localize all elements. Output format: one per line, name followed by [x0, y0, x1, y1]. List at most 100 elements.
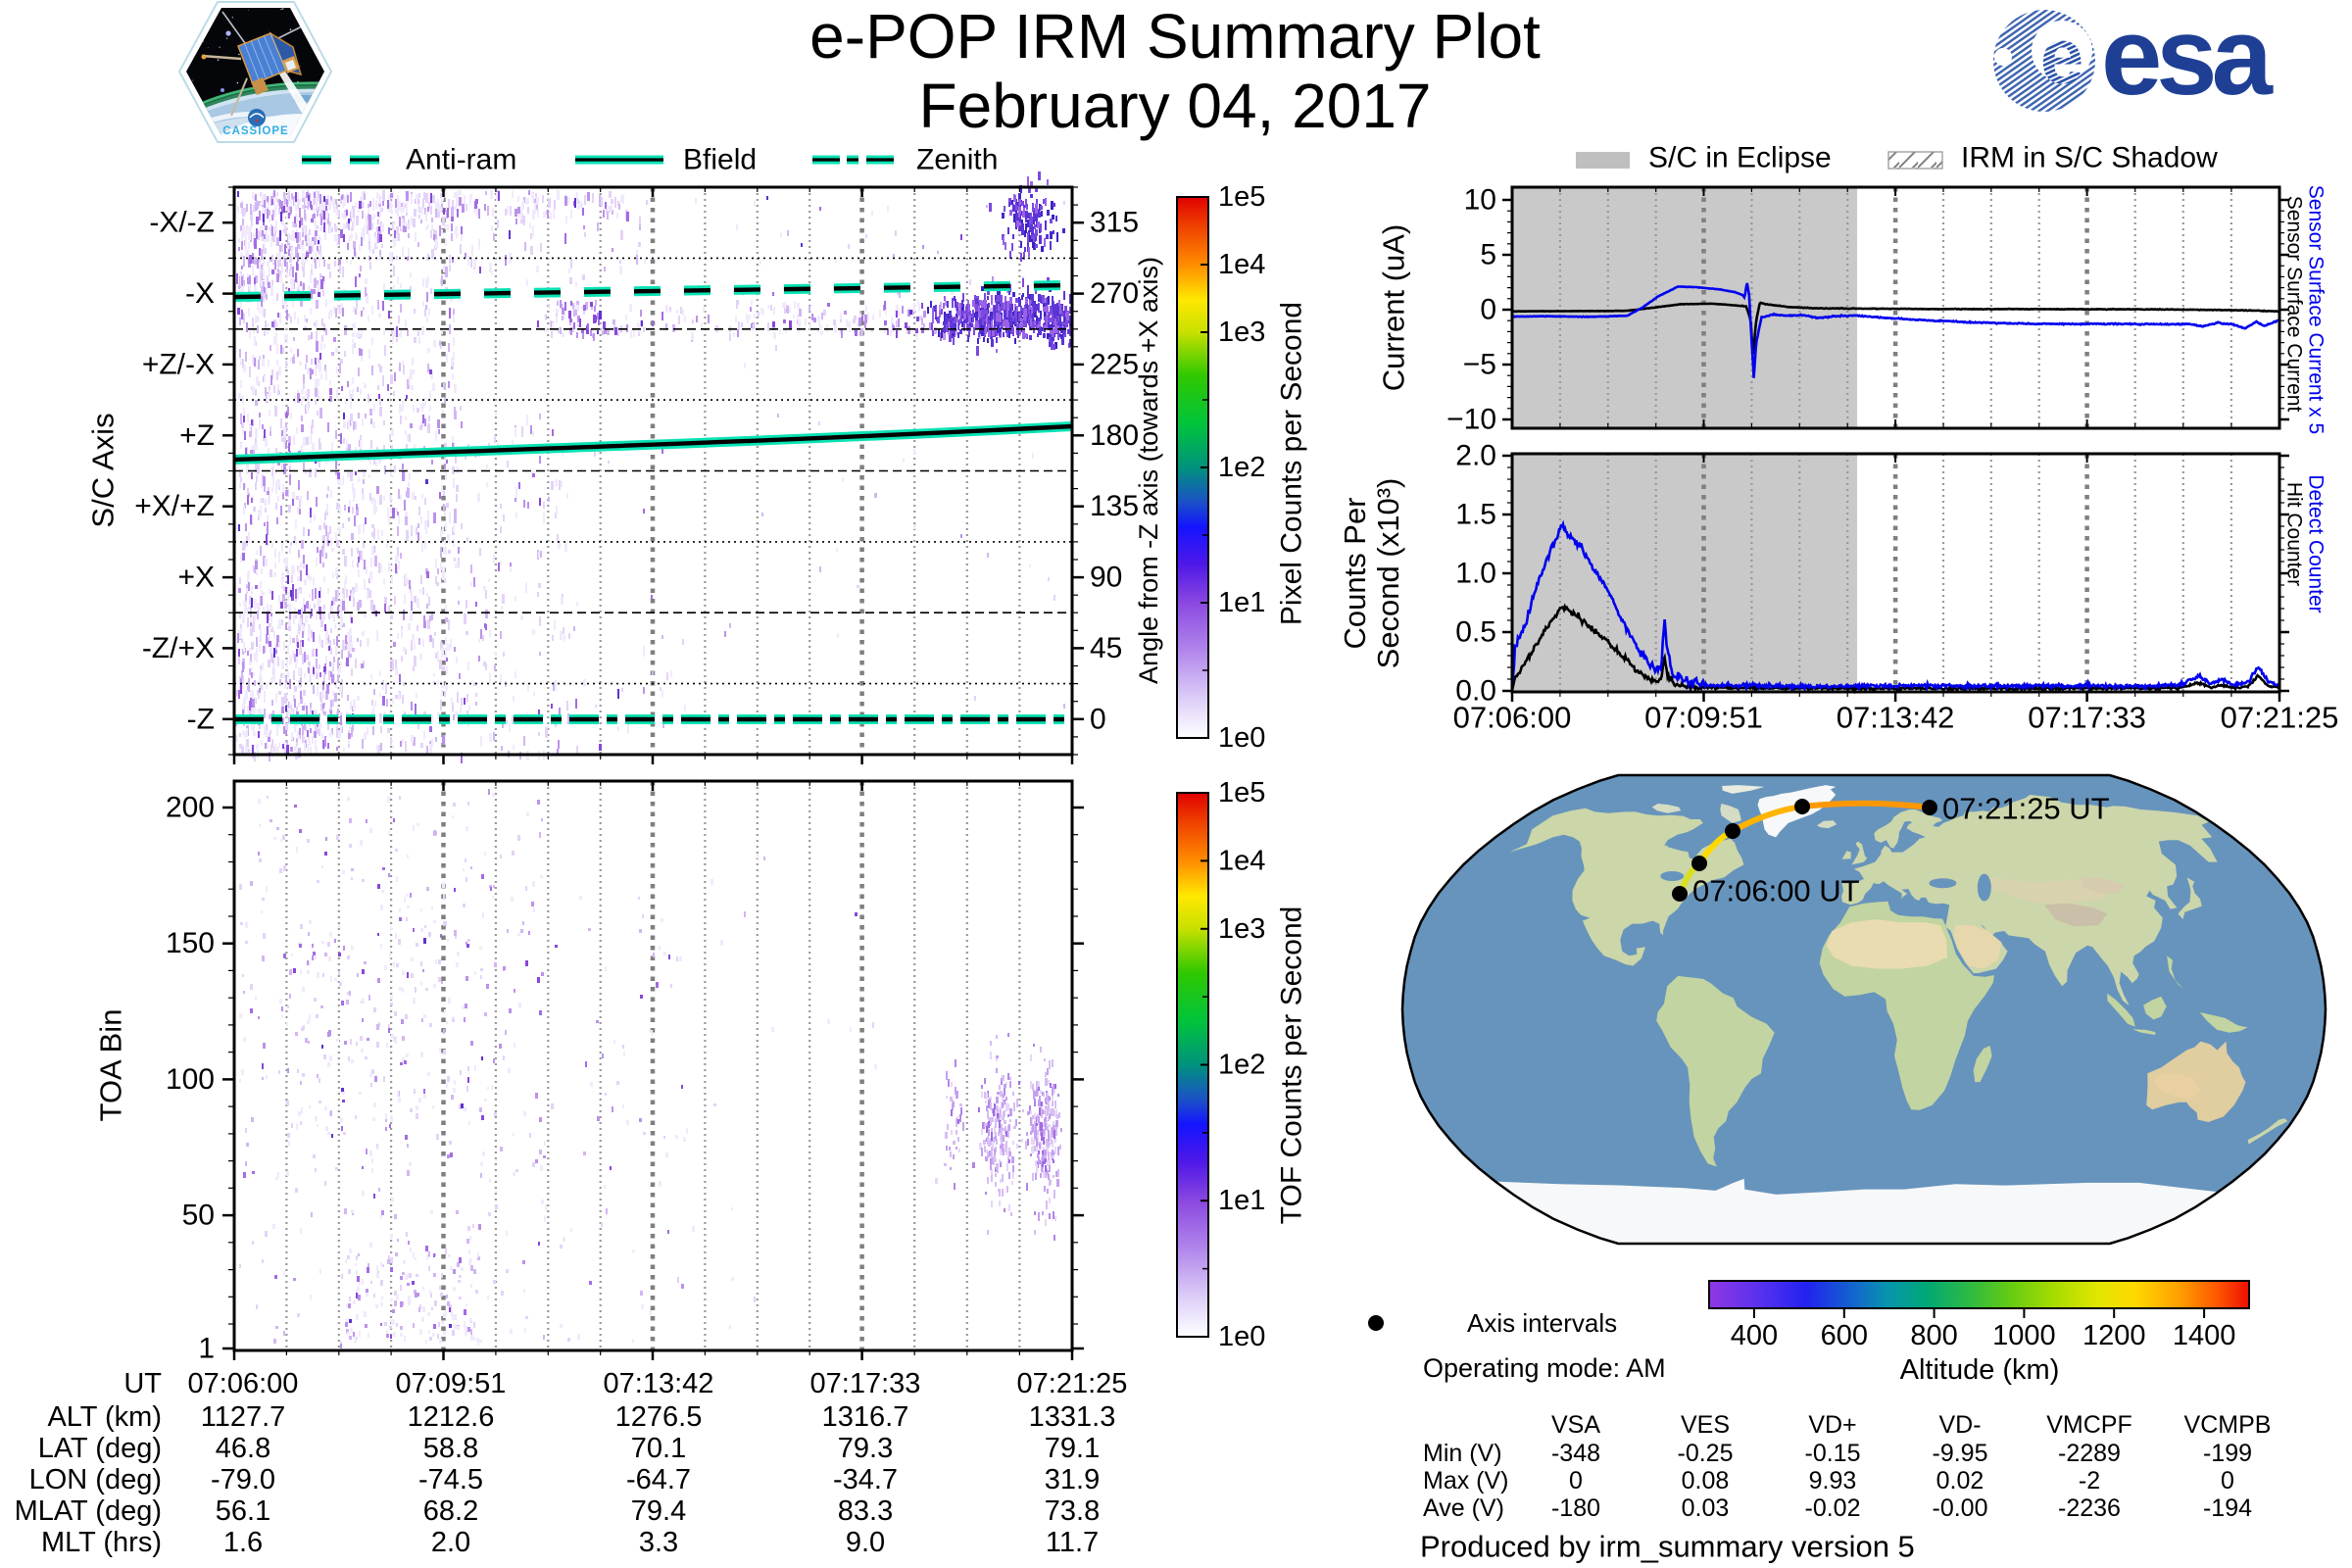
svg-text:1127.7: 1127.7 — [201, 1401, 286, 1433]
svg-text:1: 1 — [198, 1333, 215, 1365]
svg-text:-64.7: -64.7 — [626, 1464, 691, 1495]
svg-text:Pixel Counts per Second: Pixel Counts per Second — [1276, 302, 1308, 625]
svg-text:-74.5: -74.5 — [418, 1464, 483, 1495]
svg-text:TOA Bin: TOA Bin — [94, 1009, 128, 1122]
svg-text:83.3: 83.3 — [838, 1495, 893, 1527]
svg-text:esa: esa — [2101, 0, 2274, 118]
svg-text:56.1: 56.1 — [216, 1495, 270, 1527]
svg-text:1e2: 1e2 — [1218, 1050, 1265, 1081]
svg-text:5: 5 — [1480, 239, 1496, 271]
svg-text:0.0: 0.0 — [1455, 675, 1496, 708]
svg-text:1.5: 1.5 — [1455, 499, 1496, 531]
svg-text:1331.3: 1331.3 — [1029, 1401, 1116, 1433]
svg-text:−10: −10 — [1446, 404, 1496, 436]
svg-text:+X/+Z: +X/+Z — [134, 490, 215, 522]
svg-text:400: 400 — [1731, 1320, 1778, 1351]
svg-text:Produced by irm_summary versio: Produced by irm_summary version 5 — [1420, 1530, 1915, 1564]
svg-text:10: 10 — [1464, 184, 1496, 217]
svg-text:-Z: -Z — [187, 703, 215, 735]
svg-text:1000: 1000 — [1992, 1320, 2056, 1351]
svg-text:-34.7: -34.7 — [833, 1464, 898, 1495]
svg-text:VD-: VD- — [1938, 1411, 1981, 1439]
svg-text:-79.0: -79.0 — [211, 1464, 275, 1495]
svg-text:UT: UT — [123, 1368, 162, 1399]
svg-text:100: 100 — [166, 1063, 215, 1096]
svg-text:ALT (km): ALT (km) — [47, 1401, 162, 1433]
svg-text:-0.25: -0.25 — [1678, 1440, 1734, 1467]
svg-text:-0.15: -0.15 — [1805, 1440, 1861, 1467]
svg-text:1276.5: 1276.5 — [615, 1401, 703, 1433]
svg-text:-199: -199 — [2203, 1440, 2252, 1467]
svg-text:150: 150 — [166, 927, 215, 959]
svg-text:CASSIOPE: CASSIOPE — [222, 125, 288, 137]
svg-text:225: 225 — [1090, 348, 1139, 380]
svg-text:0: 0 — [2221, 1467, 2234, 1494]
svg-text:1e0: 1e0 — [1218, 722, 1265, 754]
svg-text:45: 45 — [1090, 632, 1122, 664]
svg-text:315: 315 — [1090, 207, 1139, 239]
svg-text:3.3: 3.3 — [639, 1527, 678, 1558]
svg-text:79.1: 79.1 — [1045, 1433, 1100, 1464]
svg-text:-348: -348 — [1551, 1440, 1600, 1467]
svg-text:VCMPB: VCMPB — [2184, 1411, 2272, 1439]
svg-text:Angle from -Z axis (towards +X: Angle from -Z axis (towards +X axis) — [1134, 257, 1163, 684]
svg-text:79.3: 79.3 — [838, 1433, 893, 1464]
svg-text:1e3: 1e3 — [1218, 317, 1265, 348]
svg-text:07:17:33: 07:17:33 — [810, 1368, 921, 1399]
svg-text:90: 90 — [1090, 562, 1122, 594]
svg-text:07:09:51: 07:09:51 — [1644, 701, 1763, 735]
svg-text:07:06:00: 07:06:00 — [188, 1368, 299, 1399]
svg-text:31.9: 31.9 — [1045, 1464, 1100, 1495]
svg-text:50: 50 — [182, 1200, 215, 1232]
svg-text:Current (uA): Current (uA) — [1377, 224, 1411, 392]
svg-text:-X/-Z: -X/-Z — [149, 207, 215, 239]
svg-text:-9.95: -9.95 — [1933, 1440, 1988, 1467]
svg-text:VSA: VSA — [1551, 1411, 1600, 1439]
svg-text:-2: -2 — [2079, 1467, 2100, 1494]
svg-text:Operating mode: AM: Operating mode: AM — [1423, 1353, 1666, 1383]
svg-text:IRM in S/C Shadow: IRM in S/C Shadow — [1961, 142, 2218, 174]
svg-text:1e5: 1e5 — [1218, 777, 1265, 808]
svg-text:e-POP IRM Summary Plot: e-POP IRM Summary Plot — [809, 1, 1541, 72]
svg-text:Ave (V): Ave (V) — [1423, 1494, 1504, 1522]
svg-text:+X: +X — [177, 562, 215, 594]
svg-text:07:06:00 UT: 07:06:00 UT — [1692, 874, 1860, 908]
svg-text:-0.00: -0.00 — [1933, 1494, 1988, 1522]
svg-text:+Z: +Z — [179, 419, 215, 452]
svg-text:79.4: 79.4 — [631, 1495, 686, 1527]
svg-text:VMCPF: VMCPF — [2046, 1411, 2132, 1439]
svg-text:-2236: -2236 — [2058, 1494, 2121, 1522]
svg-text:Max (V): Max (V) — [1423, 1467, 1509, 1494]
svg-text:11.7: 11.7 — [1046, 1527, 1099, 1558]
svg-text:0: 0 — [1480, 294, 1496, 326]
svg-text:180: 180 — [1090, 419, 1139, 452]
svg-text:Anti-ram: Anti-ram — [406, 144, 516, 176]
svg-text:07:13:42: 07:13:42 — [604, 1368, 714, 1399]
svg-text:2.0: 2.0 — [431, 1527, 470, 1558]
svg-text:1212.6: 1212.6 — [408, 1401, 495, 1433]
svg-text:800: 800 — [1910, 1320, 1957, 1351]
svg-text:135: 135 — [1090, 490, 1139, 522]
svg-text:-194: -194 — [2203, 1494, 2252, 1522]
svg-text:1200: 1200 — [2082, 1320, 2146, 1351]
svg-text:S/C Axis: S/C Axis — [86, 413, 121, 527]
svg-text:07:13:42: 07:13:42 — [1837, 701, 1955, 735]
svg-text:9.93: 9.93 — [1809, 1467, 1857, 1494]
svg-text:68.2: 68.2 — [423, 1495, 478, 1527]
svg-text:Zenith: Zenith — [916, 144, 998, 176]
svg-text:0.02: 0.02 — [1936, 1467, 1984, 1494]
svg-text:-X: -X — [185, 277, 215, 310]
svg-text:600: 600 — [1821, 1320, 1868, 1351]
svg-text:1e3: 1e3 — [1218, 913, 1265, 945]
svg-text:0: 0 — [1090, 703, 1106, 735]
svg-text:07:17:33: 07:17:33 — [2028, 701, 2146, 735]
svg-text:07:21:25 UT: 07:21:25 UT — [1942, 792, 2110, 826]
svg-text:-2289: -2289 — [2058, 1440, 2121, 1467]
svg-text:Sensor Surface Current: Sensor Surface Current — [2283, 196, 2306, 413]
svg-text:0.5: 0.5 — [1455, 616, 1496, 649]
svg-text:1e1: 1e1 — [1218, 587, 1265, 618]
svg-text:1e4: 1e4 — [1218, 249, 1265, 280]
svg-text:1.6: 1.6 — [223, 1527, 263, 1558]
svg-text:0.08: 0.08 — [1682, 1467, 1730, 1494]
svg-text:VES: VES — [1681, 1411, 1730, 1439]
